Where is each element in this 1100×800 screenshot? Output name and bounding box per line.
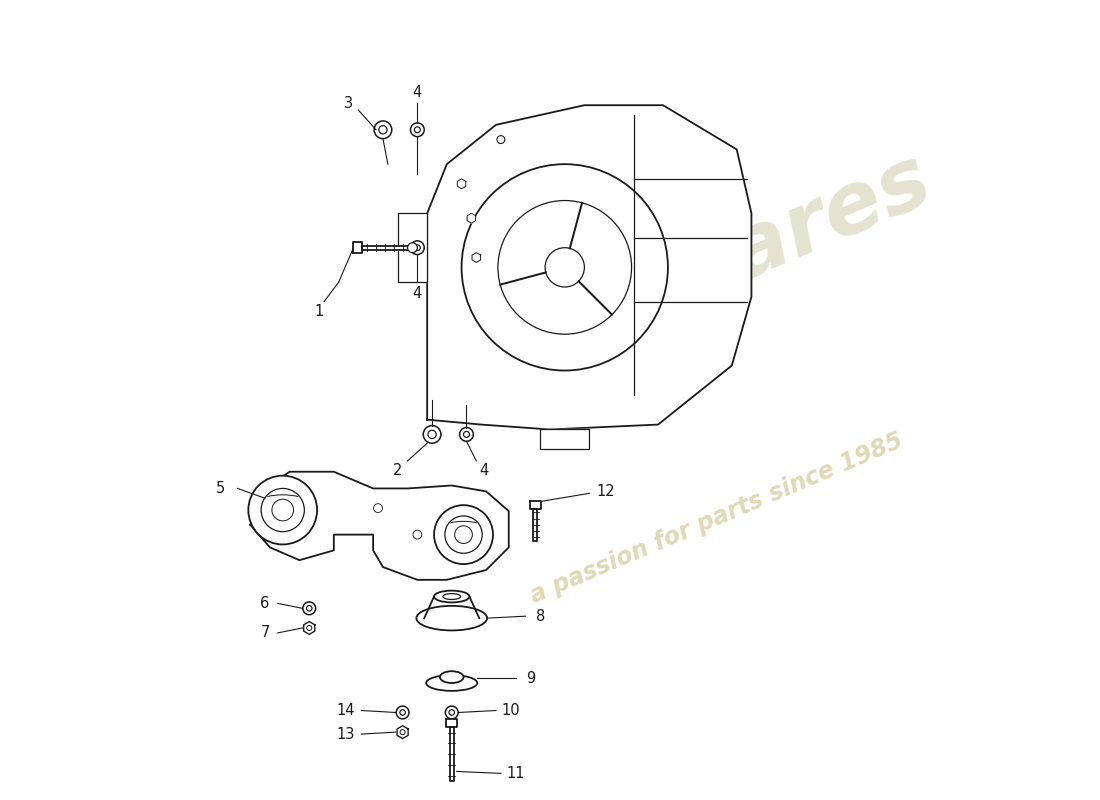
Text: 4: 4	[412, 286, 422, 302]
Text: eurospares: eurospares	[411, 138, 945, 426]
Circle shape	[410, 241, 425, 254]
Circle shape	[424, 426, 441, 443]
Polygon shape	[534, 509, 538, 541]
Polygon shape	[450, 727, 454, 782]
Text: 10: 10	[502, 703, 520, 718]
Polygon shape	[362, 246, 417, 250]
Circle shape	[302, 602, 316, 614]
Circle shape	[407, 242, 417, 253]
Ellipse shape	[417, 606, 487, 630]
Text: 6: 6	[261, 596, 270, 611]
Text: 13: 13	[337, 726, 355, 742]
Circle shape	[446, 706, 458, 719]
Text: 12: 12	[596, 484, 615, 499]
Circle shape	[272, 499, 294, 521]
Circle shape	[374, 504, 383, 513]
Circle shape	[454, 526, 472, 543]
Polygon shape	[427, 106, 751, 430]
Circle shape	[460, 427, 473, 442]
Text: 4: 4	[412, 85, 422, 100]
Text: a passion for parts since 1985: a passion for parts since 1985	[527, 428, 908, 608]
Circle shape	[410, 123, 425, 137]
Circle shape	[412, 530, 421, 539]
Ellipse shape	[434, 590, 470, 602]
Text: 2: 2	[393, 463, 403, 478]
Text: 1: 1	[315, 304, 323, 319]
Text: 5: 5	[217, 481, 226, 496]
Polygon shape	[447, 719, 458, 727]
Polygon shape	[540, 430, 590, 449]
Ellipse shape	[440, 671, 463, 683]
Circle shape	[434, 505, 493, 564]
Circle shape	[249, 476, 317, 545]
Polygon shape	[251, 472, 508, 580]
Text: 8: 8	[536, 609, 544, 624]
Polygon shape	[468, 214, 475, 223]
Text: 9: 9	[526, 670, 535, 686]
Polygon shape	[472, 253, 481, 262]
Circle shape	[374, 121, 392, 138]
Text: 3: 3	[344, 96, 353, 110]
Text: 7: 7	[261, 626, 270, 640]
Polygon shape	[398, 214, 427, 282]
Polygon shape	[353, 242, 362, 253]
Polygon shape	[304, 622, 315, 634]
Ellipse shape	[443, 594, 461, 599]
Text: 14: 14	[337, 703, 355, 718]
Polygon shape	[458, 179, 465, 189]
Ellipse shape	[426, 675, 477, 691]
Text: 4: 4	[480, 463, 488, 478]
Polygon shape	[397, 726, 408, 738]
Text: 11: 11	[506, 766, 525, 781]
Polygon shape	[530, 502, 541, 509]
Circle shape	[396, 706, 409, 719]
Circle shape	[546, 248, 584, 287]
